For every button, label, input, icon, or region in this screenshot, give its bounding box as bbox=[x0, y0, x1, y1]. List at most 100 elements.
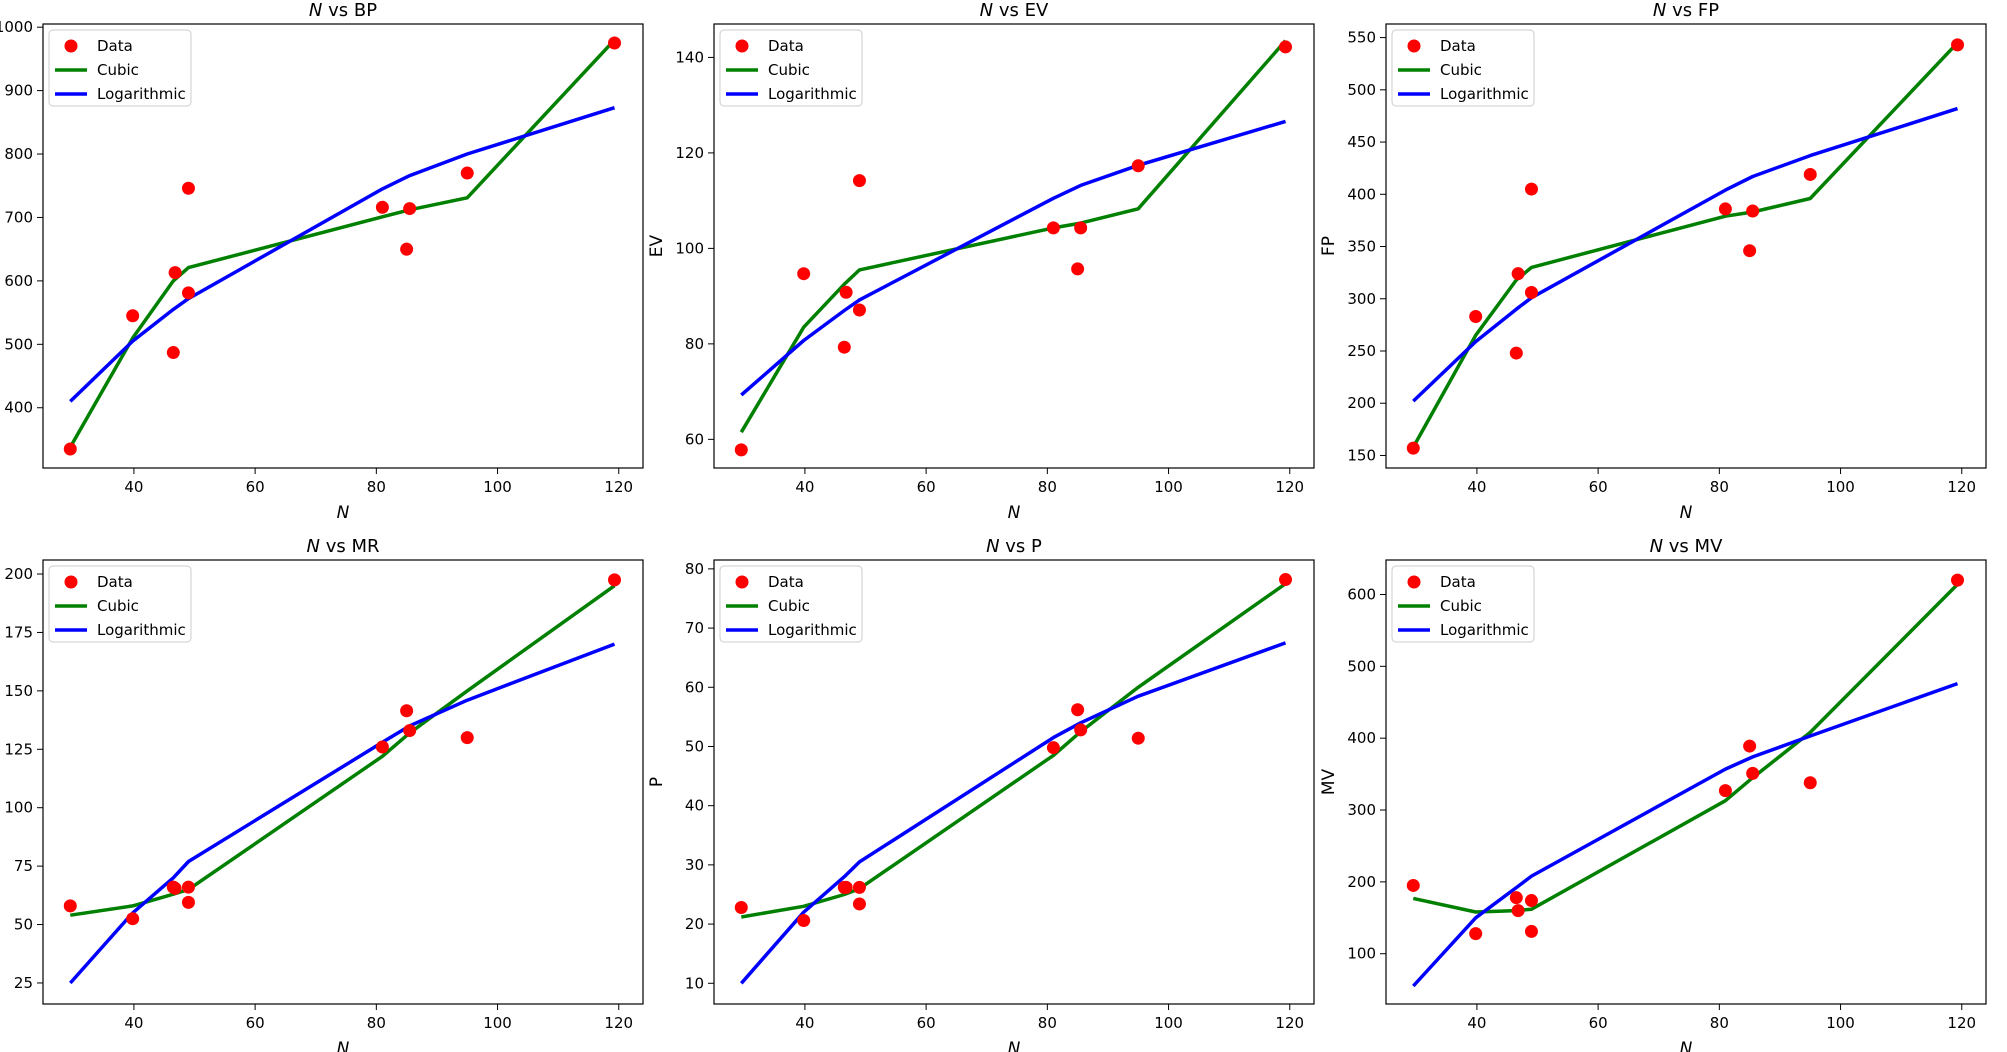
y-tick-label: 400 bbox=[1347, 729, 1376, 747]
y-tick-label: 100 bbox=[4, 799, 33, 817]
x-axis-label: N bbox=[1680, 1039, 1693, 1052]
plot-frame bbox=[1385, 559, 1987, 1005]
plot-frame bbox=[42, 559, 644, 1005]
legend-box bbox=[1391, 565, 1535, 643]
y-tick-label: 10 bbox=[685, 974, 704, 992]
y-tick-label: 700 bbox=[4, 208, 33, 226]
data-point bbox=[1803, 167, 1817, 181]
y-tick-label: 50 bbox=[14, 916, 33, 934]
data-point bbox=[1279, 40, 1293, 54]
series-line-cubic bbox=[1411, 41, 1959, 448]
data-point bbox=[403, 202, 417, 216]
legend: Data Cubic Logarithmic bbox=[1391, 29, 1535, 107]
chart-title: N vs FP bbox=[1653, 0, 1719, 21]
data-point bbox=[608, 36, 622, 50]
x-tick-label: 40 bbox=[1467, 1014, 1486, 1032]
data-point bbox=[1469, 310, 1483, 324]
data-point bbox=[797, 914, 811, 928]
data-point bbox=[1524, 894, 1538, 908]
legend-label-cubic: Cubic bbox=[1440, 597, 1482, 615]
series-line-logarithmic bbox=[740, 119, 1286, 397]
data-point bbox=[797, 267, 811, 281]
legend-label-logarithmic: Logarithmic bbox=[97, 85, 186, 103]
data-point bbox=[1951, 38, 1965, 52]
y-tick-label: 600 bbox=[4, 272, 33, 290]
data-point bbox=[839, 285, 853, 299]
y-tick-label: 60 bbox=[685, 430, 704, 448]
data-point bbox=[1131, 731, 1145, 745]
y-axis-label: MV bbox=[1319, 768, 1339, 795]
data-point bbox=[1406, 878, 1420, 892]
legend-label-cubic: Cubic bbox=[1440, 61, 1482, 79]
legend-label-data: Data bbox=[97, 37, 133, 55]
chart-title-rest: vs BP bbox=[322, 0, 377, 21]
x-axis-label: N bbox=[1008, 503, 1021, 523]
y-tick-label: 900 bbox=[4, 82, 33, 100]
data-point bbox=[181, 895, 195, 909]
data-point bbox=[852, 880, 866, 894]
y-tick-label: 350 bbox=[1347, 238, 1376, 256]
x-tick-label: 60 bbox=[1589, 478, 1608, 496]
data-point bbox=[1279, 573, 1293, 587]
y-tick-label: 500 bbox=[4, 335, 33, 353]
data-point bbox=[1511, 904, 1525, 918]
y-tick-label: 800 bbox=[4, 145, 33, 163]
legend-box bbox=[48, 565, 192, 643]
x-tick-label: 120 bbox=[604, 478, 633, 496]
data-point bbox=[852, 303, 866, 317]
data-point bbox=[1509, 891, 1523, 905]
x-tick-label: 100 bbox=[483, 478, 512, 496]
data-point bbox=[852, 897, 866, 911]
x-tick-label: 60 bbox=[917, 1014, 936, 1032]
legend-marker-data bbox=[735, 575, 749, 589]
data-point bbox=[181, 286, 195, 300]
x-tick-label: 120 bbox=[1275, 1014, 1304, 1032]
y-tick-label: 300 bbox=[1347, 290, 1376, 308]
data-point bbox=[375, 740, 389, 754]
plot-frame bbox=[42, 23, 644, 469]
y-tick-label: 75 bbox=[14, 857, 33, 875]
chart-title: N vs MV bbox=[1650, 536, 1723, 557]
legend-label-cubic: Cubic bbox=[97, 61, 139, 79]
x-tick-label: 100 bbox=[1826, 478, 1855, 496]
x-tick-label: 120 bbox=[1275, 478, 1304, 496]
chart-title-var: N bbox=[986, 536, 999, 557]
chart-title-rest: vs MR bbox=[320, 536, 380, 557]
y-tick-label: 120 bbox=[675, 144, 704, 162]
data-point bbox=[1524, 285, 1538, 299]
y-axis-label: EV bbox=[647, 234, 667, 257]
legend-label-data: Data bbox=[768, 37, 804, 55]
data-point bbox=[1951, 573, 1965, 587]
legend-box bbox=[719, 29, 863, 107]
x-tick-label: 80 bbox=[1710, 478, 1729, 496]
x-tick-label: 100 bbox=[1154, 478, 1183, 496]
x-axis-label: N bbox=[1680, 503, 1693, 523]
legend-label-logarithmic: Logarithmic bbox=[97, 621, 186, 639]
plot-frame bbox=[713, 23, 1315, 469]
x-tick-label: 60 bbox=[1589, 1014, 1608, 1032]
data-point bbox=[1718, 784, 1732, 798]
chart-title-rest: vs FP bbox=[1666, 0, 1719, 21]
chart-title-var: N bbox=[1650, 536, 1663, 557]
y-tick-label: 70 bbox=[685, 619, 704, 637]
legend-label-cubic: Cubic bbox=[97, 597, 139, 615]
series-line-logarithmic bbox=[69, 106, 616, 403]
legend: Data Cubic Logarithmic bbox=[719, 565, 863, 643]
data-point bbox=[1743, 739, 1757, 753]
x-tick-label: 40 bbox=[124, 1014, 143, 1032]
legend-box bbox=[48, 29, 192, 107]
data-point bbox=[168, 266, 182, 280]
data-point bbox=[1511, 267, 1525, 281]
x-tick-label: 80 bbox=[367, 478, 386, 496]
data-point bbox=[375, 200, 389, 214]
y-tick-label: 250 bbox=[1347, 342, 1376, 360]
y-tick-label: 25 bbox=[14, 974, 33, 992]
x-tick-label: 80 bbox=[1710, 1014, 1729, 1032]
legend-marker-data bbox=[1407, 575, 1421, 589]
x-tick-label: 40 bbox=[124, 478, 143, 496]
data-point bbox=[1131, 159, 1145, 173]
data-point bbox=[181, 880, 195, 894]
data-point bbox=[608, 573, 622, 587]
